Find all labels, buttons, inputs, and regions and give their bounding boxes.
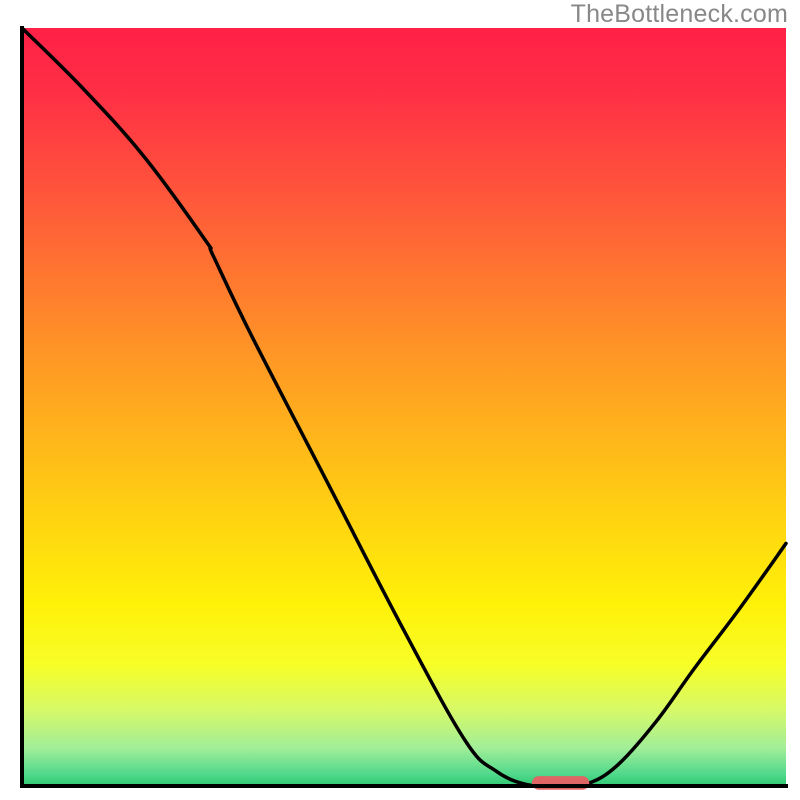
- bottleneck-chart: [0, 0, 800, 800]
- chart-container: TheBottleneck.com: [0, 0, 800, 800]
- plot-background: [22, 28, 786, 786]
- watermark-text: TheBottleneck.com: [571, 0, 788, 29]
